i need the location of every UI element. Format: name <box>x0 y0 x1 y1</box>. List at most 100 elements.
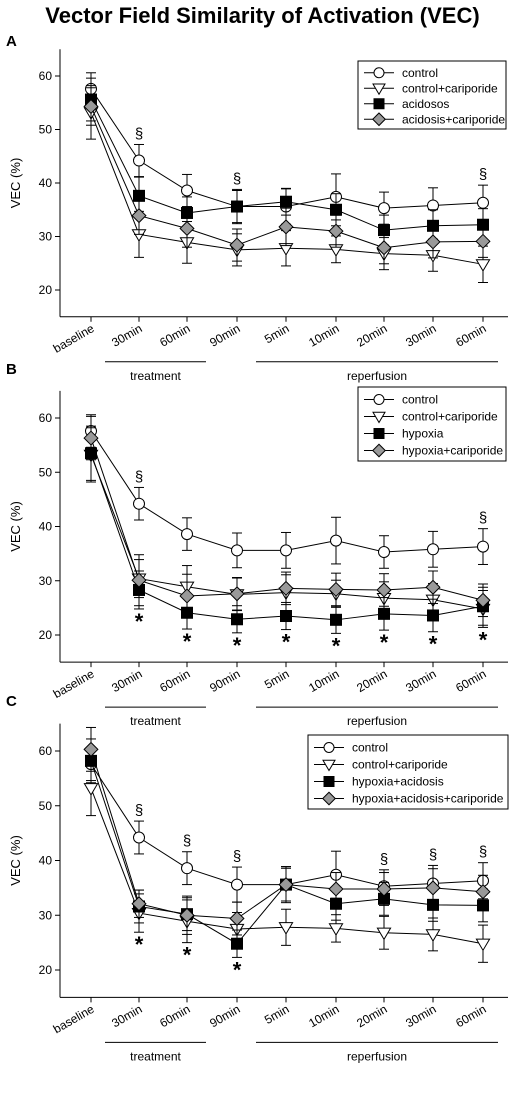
marker-diamond <box>131 896 147 912</box>
marker-triangle <box>475 938 491 952</box>
x-tick-label: 20min <box>354 1002 389 1030</box>
series-hypoxia+acidosis+cariporide <box>83 726 491 936</box>
marker-circle <box>231 878 243 891</box>
marker-circle <box>378 545 390 558</box>
marker-diamond <box>229 910 245 927</box>
panel-label: A <box>6 33 17 50</box>
marker-circle <box>133 831 145 844</box>
marker-square <box>231 613 243 626</box>
x-tick-label: 60min <box>453 1002 488 1030</box>
marker-diamond <box>372 112 386 127</box>
group-label: reperfusion <box>347 369 407 383</box>
marker-diamond <box>322 791 336 806</box>
x-tick-label: 60min <box>453 667 488 695</box>
x-tick-label: 5min <box>262 321 292 346</box>
marker-triangle <box>322 759 336 772</box>
legend-entry-label: control <box>402 66 438 80</box>
marker-square <box>231 937 243 950</box>
marker-diamond <box>425 579 441 595</box>
x-tick-label: 5min <box>262 1002 292 1027</box>
marker-square <box>323 776 335 787</box>
y-tick-label: 60 <box>39 69 53 83</box>
x-tick-label: 5min <box>262 667 292 692</box>
y-tick-label: 40 <box>39 854 53 868</box>
legend-entry-label: acidosos <box>402 97 449 111</box>
x-tick-label: 20min <box>354 321 389 349</box>
marker-square <box>330 613 342 626</box>
y-axis-label: VEC (%) <box>8 158 23 209</box>
x-tick-label: baseline <box>51 666 97 701</box>
group-label: reperfusion <box>347 1049 407 1063</box>
marker-diamond <box>376 582 392 598</box>
marker-diamond <box>425 880 441 896</box>
marker-diamond <box>179 220 195 237</box>
marker-circle <box>373 67 385 79</box>
marker-triangle <box>372 411 386 424</box>
x-tick-label: baseline <box>51 321 97 356</box>
marker-triangle <box>278 922 294 935</box>
significance-star-mark: * <box>183 943 192 968</box>
x-tick-label: 90min <box>207 667 242 695</box>
marker-diamond <box>376 240 392 256</box>
marker-triangle <box>372 83 386 96</box>
marker-diamond <box>229 237 245 253</box>
legend-entry-label: hypoxia+acidosis+cariporide <box>352 792 504 806</box>
marker-diamond <box>425 234 441 250</box>
figure-title: Vector Field Similarity of Activation (V… <box>45 3 480 28</box>
significance-star-mark: * <box>135 932 144 957</box>
x-tick-label: 10min <box>306 321 341 349</box>
y-tick-label: 20 <box>39 283 53 297</box>
significance-star-mark: * <box>135 609 144 634</box>
marker-diamond <box>83 741 99 757</box>
marker-diamond <box>475 884 491 900</box>
marker-diamond <box>83 430 99 446</box>
legend-entry-label: control+cariporide <box>402 81 498 95</box>
x-tick-label: 60min <box>157 321 192 349</box>
marker-square <box>330 203 342 216</box>
x-tick-label: 30min <box>403 667 438 695</box>
marker-diamond <box>475 233 491 249</box>
legend-entry-label: hypoxia+cariporide <box>402 444 503 458</box>
significance-section-mark: § <box>479 510 487 527</box>
x-tick-label: 60min <box>157 667 192 695</box>
legend-entry-label: control+cariporide <box>402 410 498 424</box>
legend-entry-label: control <box>352 741 388 755</box>
marker-square <box>231 200 243 213</box>
panel-B: B 20 30 40 50 60 VEC (%) baseline 30min 60min 90mi… <box>6 361 508 728</box>
marker-diamond <box>131 572 147 588</box>
marker-circle <box>231 544 243 557</box>
y-tick-label: 20 <box>39 628 53 642</box>
legend-entry-label: control+cariporide <box>352 758 448 772</box>
marker-diamond <box>376 881 392 897</box>
marker-circle <box>330 534 342 547</box>
significance-star-mark: * <box>183 629 192 654</box>
marker-circle <box>477 196 489 209</box>
series-line <box>90 788 484 945</box>
legend-entry-label: hypoxia <box>402 427 444 441</box>
marker-square <box>378 607 390 620</box>
legend-entry-label: hypoxia+acidosis <box>352 775 444 789</box>
y-tick-label: 50 <box>39 123 53 137</box>
group-label: treatment <box>130 714 181 728</box>
x-tick-label: 60min <box>453 321 488 349</box>
marker-diamond <box>328 223 344 239</box>
legend: control control+cariporide hypoxia hypoxia+… <box>357 386 507 462</box>
marker-triangle <box>83 783 99 796</box>
x-tick-label: 60min <box>157 1002 192 1030</box>
y-tick-label: 60 <box>39 411 53 425</box>
y-axis-label: VEC (%) <box>8 501 23 552</box>
x-tick-label: 90min <box>207 1002 242 1030</box>
marker-circle <box>133 497 145 510</box>
significance-star-mark: * <box>380 630 389 655</box>
marker-circle <box>427 543 439 556</box>
significance-section-mark: § <box>479 166 487 183</box>
marker-square <box>280 610 292 623</box>
significance-star-mark: * <box>332 633 341 658</box>
marker-diamond <box>278 219 294 235</box>
y-axis-label: VEC (%) <box>8 835 23 886</box>
marker-circle <box>181 184 193 197</box>
panel-A: A 20 30 40 50 60 VEC (%) baseline 30min 60min 90mi… <box>6 33 508 383</box>
x-tick-label: 30min <box>403 1002 438 1030</box>
marker-square <box>373 98 385 110</box>
